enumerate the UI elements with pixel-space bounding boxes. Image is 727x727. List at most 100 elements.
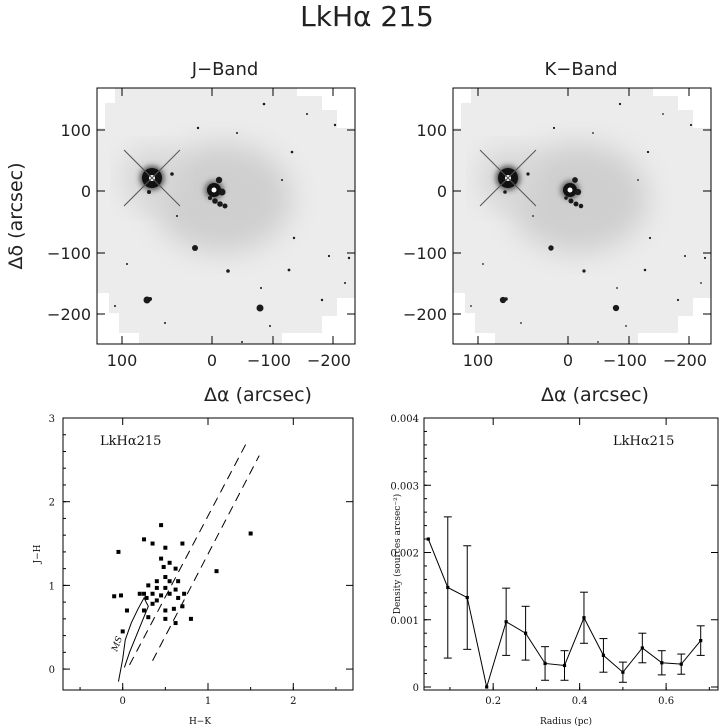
cc-y-tick-label: 3 xyxy=(49,414,55,425)
field-star xyxy=(482,263,484,265)
field-star xyxy=(582,269,586,273)
cc-plot-area: 0 1 2 0 1 2 3 xyxy=(49,414,353,707)
field-star xyxy=(292,236,296,240)
density-data-point xyxy=(562,663,567,668)
field-star xyxy=(552,126,556,130)
cc-data-point xyxy=(146,583,151,588)
field-star xyxy=(689,123,693,127)
density-x-tick-label: 0.4 xyxy=(572,696,588,707)
x-tick-label: −200 xyxy=(307,351,351,370)
field-star xyxy=(504,297,508,301)
field-star xyxy=(592,132,594,134)
figure-title: LkHα 215 xyxy=(300,0,434,33)
cc-data-point xyxy=(163,608,168,613)
image-x-axis-label-right: Δα (arcsec) xyxy=(541,384,649,406)
density-profile: 0.2 0.4 0.6 0 0.001 0.002 0.003 0.004 LkHα215 R… xyxy=(390,414,719,727)
central-star-core xyxy=(567,187,573,193)
x-tick-label: −100 xyxy=(247,351,291,370)
j-band-panel: J−Band xyxy=(96,59,356,345)
density-data-point xyxy=(446,585,450,590)
field-star xyxy=(269,325,271,327)
x-tick-label: 100 xyxy=(107,351,138,370)
k-band-title: K−Band xyxy=(544,59,617,80)
field-star xyxy=(703,256,707,260)
diffraction-spike xyxy=(151,149,181,179)
nebular-haze xyxy=(152,143,292,253)
j-band-title: J−Band xyxy=(191,59,259,80)
field-star xyxy=(578,203,584,209)
diffraction-spike xyxy=(507,177,537,207)
field-star xyxy=(662,113,664,115)
field-star xyxy=(262,102,266,106)
density-data-point xyxy=(465,595,469,600)
cc-data-point xyxy=(188,616,193,621)
density-y-axis-label: Density (sources arcsec⁻²) xyxy=(392,494,403,614)
cc-data-point xyxy=(159,556,164,561)
y-tick-label: −100 xyxy=(403,244,447,263)
cc-data-point xyxy=(163,585,168,590)
cc-x-axis-label: H−K xyxy=(189,717,211,727)
cc-annotation: LkHα215 xyxy=(100,434,161,449)
density-x-tick-label: 0.2 xyxy=(485,696,501,707)
field-star xyxy=(625,325,627,327)
cc-data-point xyxy=(182,591,187,596)
cc-data-point xyxy=(146,615,151,620)
x-tick-label: 100 xyxy=(463,351,494,370)
y-tick-label: −100 xyxy=(47,244,91,263)
cc-data-point xyxy=(142,537,147,542)
field-star xyxy=(196,126,200,130)
density-data-point xyxy=(621,670,625,674)
cc-y-tick-label: 1 xyxy=(49,581,55,592)
density-data-point xyxy=(660,661,664,665)
y-tick-label: 100 xyxy=(60,121,91,140)
density-y-tick-label: 0.004 xyxy=(390,414,419,425)
field-star xyxy=(327,254,331,258)
density-y-tick-label: 0 xyxy=(413,683,419,694)
cc-data-point xyxy=(150,601,155,606)
cc-data-point xyxy=(142,608,147,613)
field-star xyxy=(520,322,522,324)
field-star xyxy=(347,256,351,260)
density-annotation: LkHα215 xyxy=(613,434,674,449)
field-star xyxy=(208,196,212,200)
density-x-axis-label: Radius (pc) xyxy=(540,716,592,727)
cc-data-point xyxy=(180,604,185,609)
field-star xyxy=(676,298,680,302)
field-star xyxy=(572,177,578,183)
central-star-core xyxy=(211,187,217,193)
density-data-point xyxy=(485,685,489,689)
field-star xyxy=(646,150,650,154)
cc-data-point xyxy=(137,591,142,596)
field-star xyxy=(618,102,622,106)
cc-data-point xyxy=(161,564,166,569)
diffraction-spike xyxy=(507,149,537,179)
cc-data-point xyxy=(214,569,219,574)
y-tick-label: −200 xyxy=(403,305,447,324)
field-star xyxy=(148,297,152,301)
reddening-line xyxy=(129,442,247,666)
y-tick-label: 0 xyxy=(437,182,447,201)
field-star xyxy=(226,269,230,273)
field-star xyxy=(616,287,618,289)
field-star xyxy=(344,282,346,284)
cc-data-point xyxy=(119,593,123,598)
density-y-tick-label: 0.002 xyxy=(390,549,419,560)
cc-data-point xyxy=(167,560,172,565)
density-plot-area: 0.2 0.4 0.6 0 0.001 0.002 0.003 0.004 xyxy=(390,414,718,707)
cc-data-point xyxy=(150,591,155,596)
cc-data-point xyxy=(116,549,121,554)
cc-data-point xyxy=(142,591,147,596)
field-star xyxy=(597,341,599,343)
field-star xyxy=(192,245,198,251)
cc-data-point xyxy=(163,616,168,621)
image-y-axis-label: Δδ (arcsec) xyxy=(5,162,27,269)
field-star xyxy=(564,196,568,200)
field-star xyxy=(164,322,166,324)
density-data-point xyxy=(699,638,703,643)
cc-data-point xyxy=(150,541,155,546)
cc-x-tick-label: 1 xyxy=(205,696,211,707)
field-star xyxy=(684,255,686,257)
field-star xyxy=(526,172,530,176)
field-star xyxy=(568,198,574,204)
